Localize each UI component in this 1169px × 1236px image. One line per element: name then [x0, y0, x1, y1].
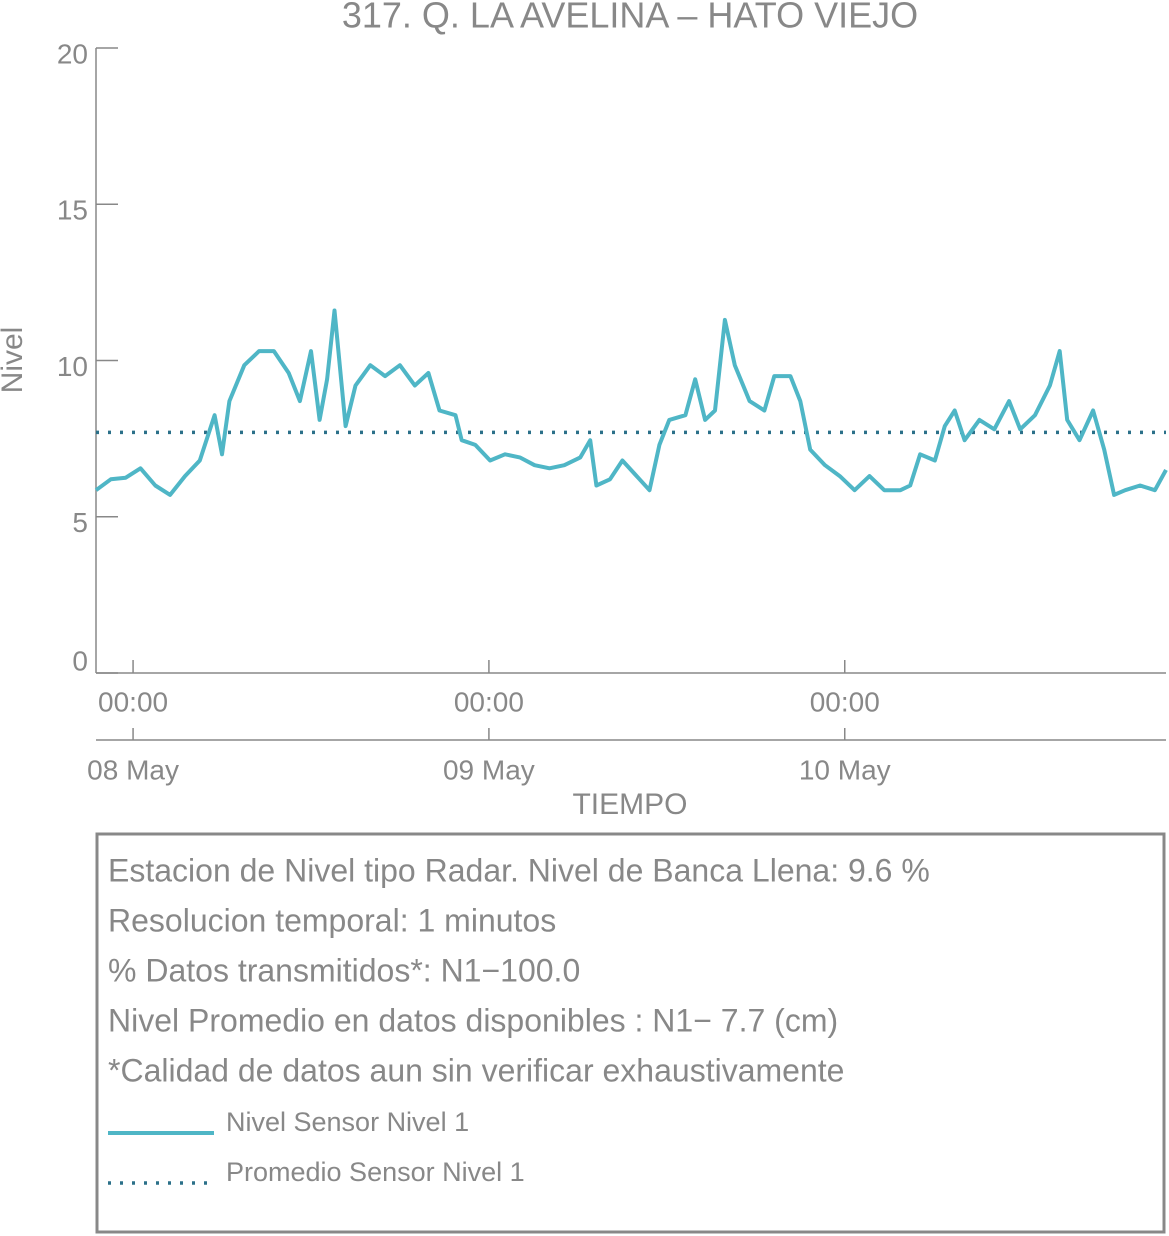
- y-axis-label: Nivel: [0, 327, 29, 394]
- y-tick-label: 20: [57, 38, 88, 69]
- x-day-label: 10 May: [799, 754, 891, 785]
- chart-title: 317. Q. LA AVELINA – HATO VIEJO: [342, 0, 918, 36]
- y-tick-label: 15: [57, 195, 88, 226]
- info-text: % Datos transmitidos*: N1−100.0: [108, 952, 580, 988]
- y-tick-label: 0: [72, 645, 88, 676]
- x-day-label: 09 May: [443, 754, 535, 785]
- legend-label: Nivel Sensor Nivel 1: [226, 1107, 469, 1137]
- x-tick-label: 00:00: [98, 686, 168, 717]
- x-axis-label: TIEMPO: [572, 788, 687, 821]
- info-text: *Calidad de datos aun sin verificar exha…: [108, 1052, 844, 1088]
- y-tick-label: 10: [57, 351, 88, 382]
- info-text: Nivel Promedio en datos disponibles : N1…: [108, 1002, 838, 1038]
- info-text: Resolucion temporal: 1 minutos: [108, 902, 556, 938]
- x-tick-label: 00:00: [810, 686, 880, 717]
- info-text: Estacion de Nivel tipo Radar. Nivel de B…: [108, 852, 930, 888]
- x-tick-label: 00:00: [454, 686, 524, 717]
- info-box: [95, 832, 1166, 1234]
- data-line: [94, 308, 1168, 497]
- x-day-label: 08 May: [87, 754, 179, 785]
- legend-label: Promedio Sensor Nivel 1: [226, 1157, 525, 1187]
- y-tick-label: 5: [72, 507, 88, 538]
